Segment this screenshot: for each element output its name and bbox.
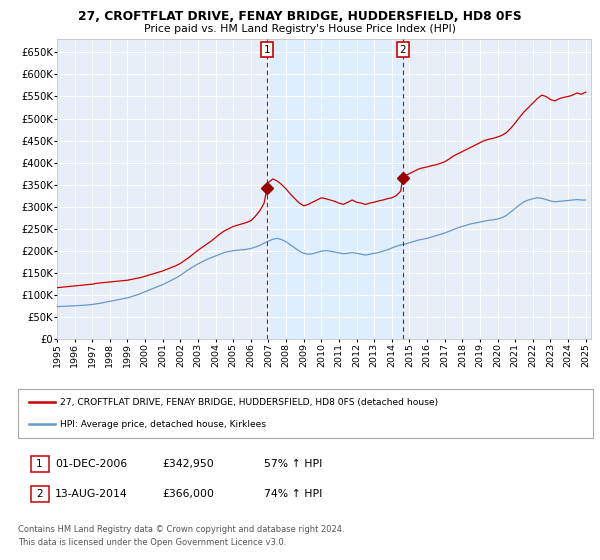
Text: 27, CROFTFLAT DRIVE, FENAY BRIDGE, HUDDERSFIELD, HD8 0FS: 27, CROFTFLAT DRIVE, FENAY BRIDGE, HUDDE… <box>78 10 522 23</box>
Text: 1: 1 <box>264 45 271 55</box>
Text: £366,000: £366,000 <box>162 489 214 499</box>
Text: 01-DEC-2006: 01-DEC-2006 <box>55 459 127 469</box>
Text: 1: 1 <box>36 459 43 469</box>
Bar <box>267 39 403 339</box>
Text: Contains HM Land Registry data © Crown copyright and database right 2024.
This d: Contains HM Land Registry data © Crown c… <box>18 525 344 547</box>
Text: £342,950: £342,950 <box>162 459 214 469</box>
Text: 2: 2 <box>400 45 406 55</box>
Text: HPI: Average price, detached house, Kirklees: HPI: Average price, detached house, Kirk… <box>60 419 266 428</box>
Text: 2: 2 <box>36 489 43 499</box>
Text: Price paid vs. HM Land Registry's House Price Index (HPI): Price paid vs. HM Land Registry's House … <box>144 24 456 34</box>
Text: 57% ↑ HPI: 57% ↑ HPI <box>264 459 322 469</box>
Text: 74% ↑ HPI: 74% ↑ HPI <box>264 489 322 499</box>
Text: 27, CROFTFLAT DRIVE, FENAY BRIDGE, HUDDERSFIELD, HD8 0FS (detached house): 27, CROFTFLAT DRIVE, FENAY BRIDGE, HUDDE… <box>60 398 438 407</box>
Text: 13-AUG-2014: 13-AUG-2014 <box>55 489 128 499</box>
